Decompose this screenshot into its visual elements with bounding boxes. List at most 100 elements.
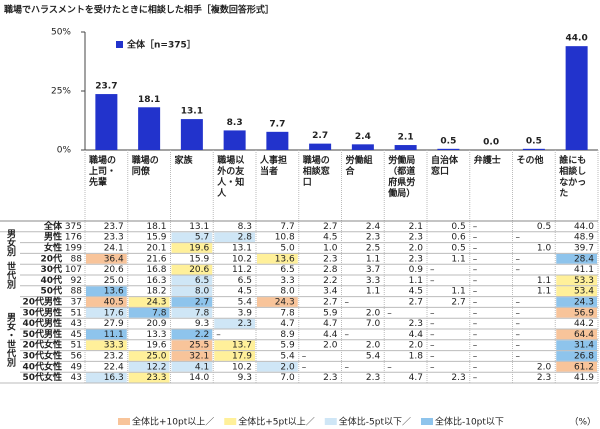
x-tick-label: 誰にも相談しなかった [559, 154, 586, 199]
x-tick-label: 人事担当者 [259, 154, 287, 177]
cell: 3.9 [238, 308, 253, 318]
cell: – [430, 330, 435, 340]
cell-shade [86, 307, 127, 318]
cell: 2.7 [195, 298, 209, 308]
cell: 64.4 [574, 330, 594, 340]
cell: – [473, 244, 478, 254]
cell: 2.2 [323, 276, 337, 286]
chart-title: 職場でハラスメントを受けたときに相談した相手［複数回答形式］ [4, 4, 274, 16]
cell: 2.4 [366, 222, 381, 232]
cell-shade [556, 297, 597, 307]
cell: 5.9 [323, 308, 338, 318]
cell: – [473, 254, 478, 264]
cell: 3.3 [366, 276, 380, 286]
cell: 8.9 [280, 330, 295, 340]
cell: – [430, 276, 435, 286]
cell-shade [171, 307, 213, 318]
cell: 2.8 [323, 265, 338, 275]
cell: 41.9 [574, 373, 594, 383]
cell-shade [556, 286, 597, 297]
row-n: 375 [65, 222, 82, 232]
cell-shade [257, 253, 298, 264]
cell: 31.4 [574, 341, 594, 351]
cell: 2.0 [323, 341, 338, 351]
x-tick-label: 家族 [175, 154, 194, 166]
data-label: 23.7 [95, 82, 117, 92]
cell: – [473, 298, 478, 308]
cell: – [473, 265, 478, 275]
cell: 5.4 [280, 352, 295, 362]
cell: 4.7 [280, 319, 294, 329]
cell: 41.1 [574, 265, 594, 275]
cell-shade [86, 286, 127, 297]
cell: 7.8 [195, 308, 210, 318]
cell: – [516, 330, 521, 340]
cell: 2.3 [238, 319, 252, 329]
cell: 1.1 [366, 287, 380, 297]
legend-label: 全体［n=375］ [126, 39, 196, 51]
group-label: 男女別 [5, 229, 17, 257]
cell: – [430, 362, 435, 372]
cell: 2.2 [195, 330, 209, 340]
row-label: 20代女性 [22, 339, 62, 351]
cell: 15.9 [189, 254, 209, 264]
cell: 1.1 [451, 254, 465, 264]
row-label: 40代女性 [22, 360, 62, 372]
legend-swatch [118, 418, 130, 425]
cell: 1.1 [409, 276, 423, 286]
cell-shade [86, 329, 127, 340]
cell: 36.4 [104, 254, 124, 264]
cell: 44.2 [574, 319, 594, 329]
cell: 2.3 [323, 373, 337, 383]
cell: 4.7 [323, 319, 337, 329]
cell: 1.1 [537, 276, 551, 286]
cell: 0.5 [451, 244, 465, 254]
cell: – [387, 362, 392, 372]
cell: – [430, 308, 435, 318]
bar [180, 119, 203, 150]
row-n: 107 [65, 265, 82, 275]
cell: 19.6 [146, 341, 166, 351]
row-label: 40代 [40, 274, 62, 286]
cell: 20.6 [189, 265, 209, 275]
cell: – [516, 308, 521, 318]
data-label: 2.4 [355, 132, 371, 142]
cell: 2.3 [323, 254, 337, 264]
y-tick-label: 50% [51, 28, 71, 38]
row-n: 199 [65, 244, 82, 254]
x-tick-label: 職場以外の友人・知人 [216, 154, 244, 199]
cell: 25.0 [146, 352, 166, 362]
cell: 2.0 [409, 341, 424, 351]
x-tick-label: 職場の相談窓口 [303, 154, 330, 188]
cell: 23.7 [104, 222, 124, 232]
cell-shade [171, 243, 213, 253]
cell: 13.7 [232, 341, 252, 351]
cell: 6.5 [238, 276, 252, 286]
row-label: 全体 [43, 220, 63, 232]
cell-shade [556, 275, 597, 286]
cell: – [516, 319, 521, 329]
y-tick-label: 25% [51, 87, 71, 97]
x-tick-label: 労働組合 [346, 154, 373, 177]
cell: – [516, 265, 521, 275]
cell-shade [214, 232, 255, 243]
row-n: 43 [71, 373, 82, 383]
cell: 48.9 [574, 233, 594, 243]
cell: 2.3 [366, 233, 380, 243]
row-label: 50代男性 [22, 328, 62, 340]
cell-shade [128, 297, 170, 307]
cell: – [430, 341, 435, 351]
cell: 7.7 [280, 222, 294, 232]
cell: 20.6 [104, 265, 124, 275]
data-label: 18.1 [138, 95, 160, 105]
cell: 5.7 [195, 233, 209, 243]
cell: – [473, 352, 478, 362]
cell: 7.8 [152, 308, 167, 318]
legend-swatch [420, 418, 433, 425]
cell: – [345, 330, 350, 340]
cell: 2.7 [323, 222, 337, 232]
data-label: 0.5 [526, 136, 542, 146]
cell: 24.1 [104, 244, 124, 254]
cell: 4.4 [323, 330, 338, 340]
cell: 4.7 [409, 373, 423, 383]
